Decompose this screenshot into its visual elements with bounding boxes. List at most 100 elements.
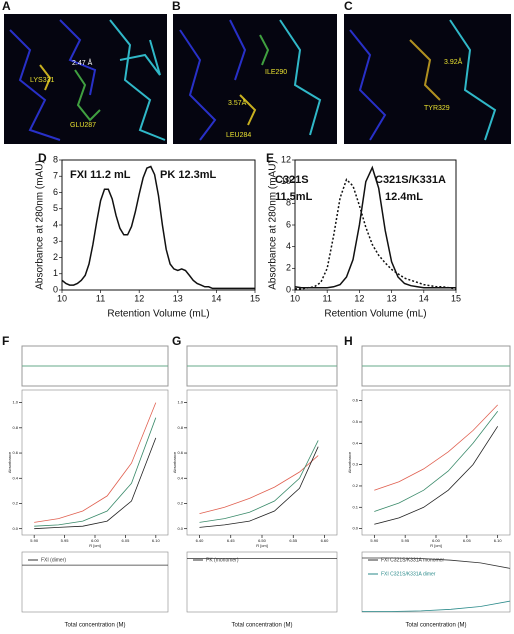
- stick: [239, 94, 257, 126]
- panel-label: B: [172, 0, 181, 13]
- y-tick-label: 8: [53, 154, 58, 164]
- y-tick-label: 0.2: [177, 501, 183, 506]
- x-tick-label: 12: [354, 294, 364, 304]
- distance-label: 3.92Å: [444, 57, 463, 66]
- annotation: FXI 11.2 mL: [70, 169, 131, 181]
- y-tick-label: 0.8: [12, 425, 18, 430]
- x-tick-label: 6.00: [91, 538, 100, 543]
- stick: [9, 29, 61, 141]
- series-line: [199, 446, 319, 528]
- x-tick-label: 5.90: [30, 538, 39, 543]
- x-tick-label: 10: [290, 294, 300, 304]
- x-tick-label: 5.90: [370, 538, 379, 543]
- residue-label: LYS331: [30, 77, 54, 84]
- x-tick-label: 11: [96, 294, 105, 304]
- stick: [349, 29, 387, 141]
- y-tick-label: 0.1: [352, 504, 358, 509]
- y-tick-label: 1: [53, 268, 58, 278]
- panel-label: G: [172, 334, 181, 348]
- residue-label: LEU284: [226, 132, 251, 139]
- x-tick-label: 6.60: [321, 538, 330, 543]
- stick: [449, 19, 497, 141]
- y-tick-label: 0.4: [12, 475, 18, 480]
- panel-label: D: [38, 151, 47, 165]
- series-line: [374, 426, 499, 525]
- plot-frame: [361, 389, 511, 536]
- x-tick-label: 5.95: [401, 538, 410, 543]
- y-tick-label: 0.6: [12, 450, 18, 455]
- y-tick-label: 6: [53, 187, 58, 197]
- y-tick-label: 0.4: [352, 440, 358, 445]
- series-line: [294, 165, 456, 289]
- stick: [74, 69, 101, 122]
- y-tick-label: 0.8: [177, 425, 183, 430]
- annotation: PK 12.3mL: [160, 169, 217, 181]
- x-tick-label: 13: [387, 294, 397, 304]
- y-axis-label: Absorbance: [7, 451, 12, 473]
- series-line: [61, 165, 255, 290]
- residue-label: ILE290: [265, 69, 287, 76]
- x-tick-label: 6.05: [463, 538, 472, 543]
- panel-label: A: [2, 0, 11, 13]
- x-tick-label: 13: [173, 294, 183, 304]
- panel-label: F: [2, 334, 9, 348]
- stick: [279, 19, 322, 136]
- structure-image: [4, 14, 167, 144]
- series-line: [295, 178, 457, 290]
- y-tick-label: 7: [53, 171, 58, 181]
- series-line: [199, 455, 319, 514]
- x-axis-label: R [cm]: [89, 543, 101, 548]
- y-tick-label: 0.5: [352, 419, 358, 424]
- legend-label: FXI (dimer): [41, 557, 66, 563]
- x-tick-label: 6.05: [122, 538, 131, 543]
- y-tick-label: 10: [281, 176, 291, 186]
- distance-label: 3.57Å: [228, 98, 247, 107]
- stick: [259, 34, 270, 66]
- x-axis-label: Total concentration (M): [231, 623, 292, 629]
- x-tick-label: 14: [211, 294, 221, 304]
- series-line: [374, 404, 498, 491]
- plot-frame: [21, 551, 169, 613]
- plot-frame: [361, 551, 511, 613]
- y-tick-label: 3: [53, 236, 58, 246]
- y-axis-label: Absorbance at 280nm (mAU): [268, 160, 279, 290]
- x-axis-label: R [cm]: [430, 543, 442, 548]
- stick: [229, 19, 247, 81]
- y-tick-label: 4: [286, 241, 291, 251]
- annotation: C321S: [275, 174, 309, 186]
- y-axis-label: Absorbance: [347, 451, 352, 473]
- y-tick-label: 0.2: [12, 501, 18, 506]
- stick: [179, 29, 217, 141]
- x-axis-label: R [cm]: [256, 543, 268, 548]
- x-axis-label: Retention Volume (mL): [324, 309, 426, 320]
- x-tick-label: 6.00: [432, 538, 441, 543]
- y-tick-label: 0: [286, 284, 291, 294]
- distance-label: 2.47 Å: [72, 58, 93, 67]
- x-axis-label: Total concentration (M): [405, 623, 466, 629]
- series-line: [34, 402, 157, 523]
- stick: [109, 19, 166, 141]
- x-tick-label: 5.95: [61, 538, 70, 543]
- residue-label: GLU287: [70, 122, 96, 129]
- y-tick-label: 0.4: [177, 475, 183, 480]
- y-tick-label: 5: [53, 203, 58, 213]
- y-tick-label: 0.0: [177, 526, 183, 531]
- y-tick-label: 0.0: [352, 526, 358, 531]
- x-tick-label: 10: [57, 294, 67, 304]
- structure-image: [344, 14, 511, 144]
- y-axis-label: Absorbance: [172, 451, 177, 473]
- x-axis-label: Retention Volume (mL): [107, 309, 209, 320]
- stick: [59, 19, 97, 96]
- y-tick-label: 4: [53, 219, 58, 229]
- stick: [409, 39, 441, 101]
- y-tick-label: 6: [286, 219, 291, 229]
- y-tick-label: 0.2: [352, 483, 358, 488]
- x-tick-label: 6.45: [227, 538, 236, 543]
- y-axis-label: Absorbance at 280nm (mAU): [35, 160, 46, 290]
- panel-label: C: [344, 0, 353, 13]
- structure-image: [173, 14, 337, 144]
- structure-panels: 2.47 Å LYS331 GLU287 ILE290 3.57Å LEU284…: [4, 14, 511, 144]
- y-tick-label: 0.0: [12, 526, 18, 531]
- y-tick-label: 2: [53, 252, 58, 262]
